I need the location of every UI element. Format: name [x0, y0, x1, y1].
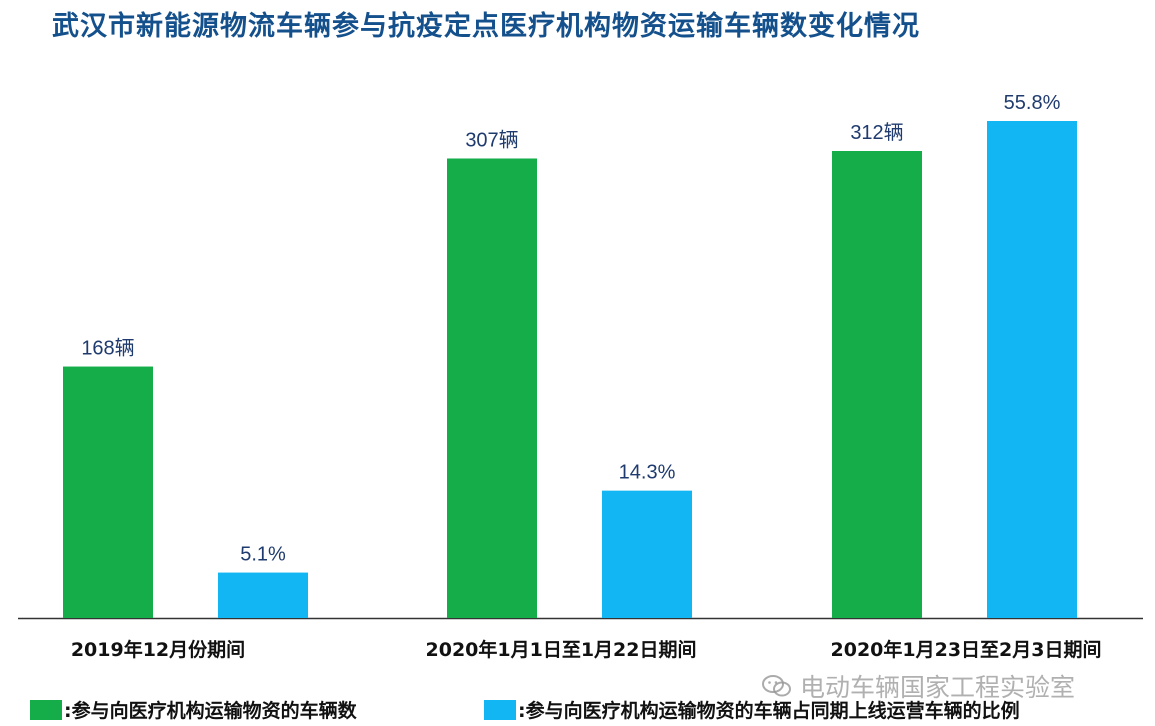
legend-swatch-green — [30, 699, 62, 720]
wechat-icon — [762, 675, 791, 697]
bar-vehicles-1 — [447, 158, 537, 618]
bar-vehicles-0 — [63, 366, 153, 618]
watermark-text: 电动车辆国家工程实验室 — [800, 673, 1076, 702]
category-label-1: 2020年1月1日至1月22日期间 — [426, 638, 697, 661]
bar-ratio-2 — [987, 121, 1077, 618]
data-label-ratio-0: 5.1% — [240, 544, 286, 566]
watermark: 电动车辆国家工程实验室 — [762, 668, 1075, 704]
bar-ratio-1 — [602, 490, 692, 618]
bar-vehicles-2 — [832, 151, 922, 618]
legend-label-ratio: :参与向医疗机构运输物资的车辆占同期上线运营车辆的比例 — [518, 700, 1020, 722]
data-label-ratio-1: 14.3% — [619, 462, 676, 484]
bar-ratio-0 — [218, 572, 308, 618]
legend-item-ratio: :参与向医疗机构运输物资的车辆占同期上线运营车辆的比例 — [484, 696, 1020, 723]
category-label-2: 2020年1月23日至2月3日期间 — [831, 638, 1102, 661]
data-label-vehicles-2: 312辆 — [850, 121, 903, 144]
legend-label-vehicles: :参与向医疗机构运输物资的车辆数 — [64, 700, 357, 722]
bar-chart: 168辆 5.1% 2019年12月份期间 307辆 14.3% 2020年1月1日至1月… — [18, 92, 1143, 661]
data-label-ratio-2: 55.8% — [1004, 92, 1061, 114]
chart-title: 武汉市新能源物流车辆参与抗疫定点医疗机构物资运输车辆数变化情况 — [52, 11, 920, 42]
category-label-0: 2019年12月份期间 — [71, 638, 245, 661]
data-label-vehicles-1: 307辆 — [465, 128, 518, 151]
legend-item-vehicles: :参与向医疗机构运输物资的车辆数 — [30, 696, 357, 723]
legend: :参与向医疗机构运输物资的车辆数 :参与向医疗机构运输物资的车辆占同期上线运营车… — [0, 690, 1155, 726]
legend-swatch-blue — [484, 699, 516, 720]
data-label-vehicles-0: 168辆 — [81, 337, 134, 360]
